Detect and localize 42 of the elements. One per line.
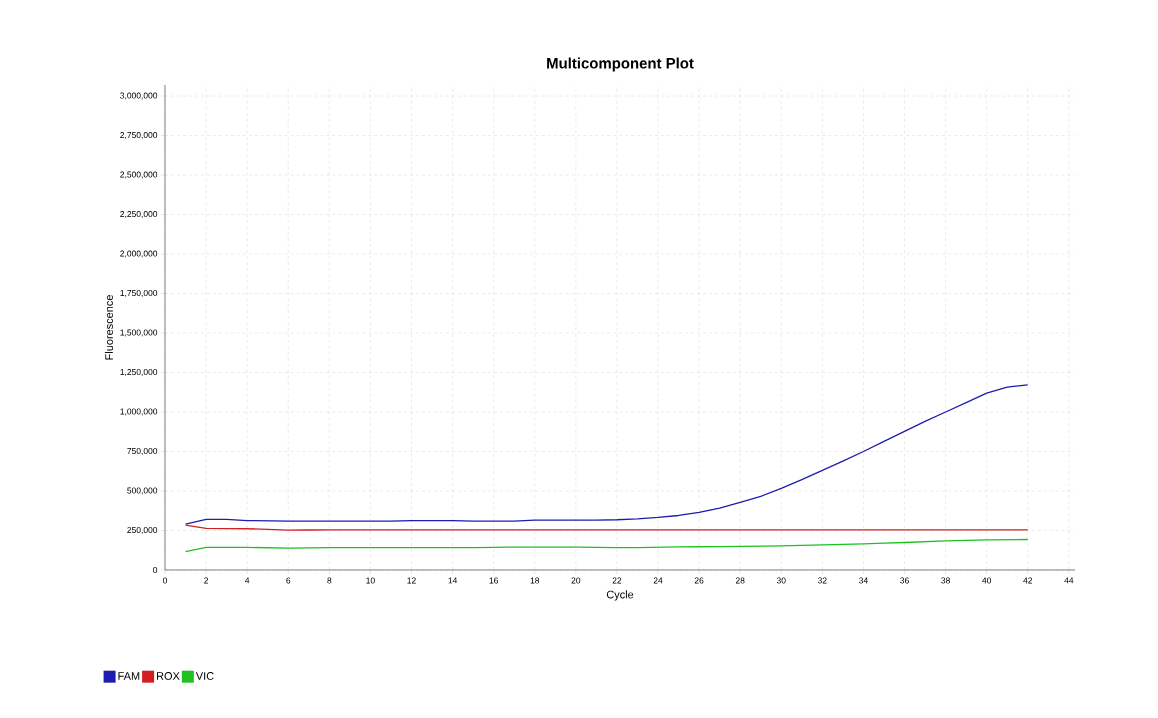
y-tick-label: 3,000,000 <box>120 92 158 100</box>
y-tick-label: 1,500,000 <box>120 329 158 337</box>
y-tick-label: 2,750,000 <box>120 132 158 140</box>
x-tick-label: 42 <box>1023 577 1033 584</box>
x-tick-label: 12 <box>407 577 416 584</box>
legend-label: FAM <box>118 672 140 680</box>
x-tick-label: 6 <box>286 577 291 584</box>
y-tick-label: 500,000 <box>127 487 158 495</box>
x-tick-label: 14 <box>448 577 458 584</box>
x-tick-label: 30 <box>776 577 786 584</box>
x-tick-label: 8 <box>327 577 332 584</box>
x-tick-label: 24 <box>653 577 663 584</box>
y-tick-label: 1,000,000 <box>120 408 158 416</box>
x-tick-label: 26 <box>694 577 704 584</box>
x-axis-title: Cycle <box>606 590 634 601</box>
y-tick-label: 0 <box>153 566 158 573</box>
x-tick-label: 18 <box>530 577 540 584</box>
x-tick-label: 16 <box>489 577 499 584</box>
y-tick-label: 750,000 <box>127 448 158 455</box>
y-axis-title: Fluorescence <box>104 295 113 360</box>
y-tick-label: 2,000,000 <box>120 250 158 258</box>
x-tick-label: 22 <box>612 577 622 584</box>
x-tick-label: 36 <box>900 577 909 584</box>
y-tick-label: 1,250,000 <box>120 369 158 376</box>
y-tick-label: 1,750,000 <box>120 290 158 298</box>
x-tick-label: 2 <box>204 577 209 584</box>
y-tick-label: 2,500,000 <box>120 171 158 179</box>
x-tick-label: 20 <box>571 577 581 584</box>
x-tick-label: 40 <box>982 577 992 584</box>
x-tick-label: 44 <box>1064 577 1074 584</box>
x-tick-label: 32 <box>817 577 827 584</box>
x-tick-label: 28 <box>735 577 745 584</box>
x-tick-label: 34 <box>859 577 868 584</box>
x-tick-label: 10 <box>366 577 375 584</box>
y-tick-label: 2,250,000 <box>120 211 158 219</box>
legend-label: VIC <box>195 672 214 680</box>
y-tick-label: 250,000 <box>127 527 158 534</box>
chart-title: Multicomponent Plot <box>547 57 694 72</box>
x-tick-label: 0 <box>162 577 168 584</box>
legend-label: ROX <box>157 672 180 680</box>
x-tick-label: 38 <box>941 577 950 584</box>
x-tick-label: 4 <box>245 577 250 584</box>
